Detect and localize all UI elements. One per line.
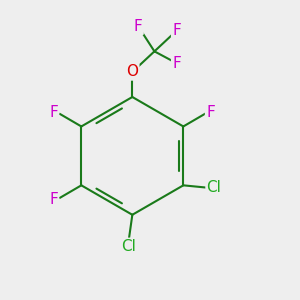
- Text: O: O: [126, 64, 138, 80]
- Text: F: F: [134, 19, 142, 34]
- Text: Cl: Cl: [206, 180, 221, 195]
- Text: F: F: [206, 105, 215, 120]
- Text: F: F: [172, 23, 181, 38]
- Text: F: F: [49, 192, 58, 207]
- Text: Cl: Cl: [121, 239, 136, 254]
- Text: F: F: [172, 56, 181, 70]
- Text: F: F: [49, 105, 58, 120]
